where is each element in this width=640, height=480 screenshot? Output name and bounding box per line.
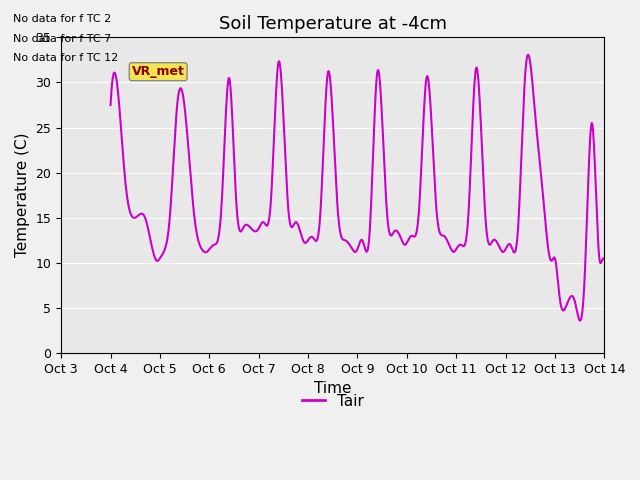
Text: VR_met: VR_met [132, 65, 184, 78]
Text: No data for f TC 7: No data for f TC 7 [13, 34, 111, 44]
Legend: Tair: Tair [296, 387, 370, 415]
Text: No data for f TC 12: No data for f TC 12 [13, 53, 118, 63]
Title: Soil Temperature at -4cm: Soil Temperature at -4cm [219, 15, 447, 33]
Y-axis label: Temperature (C): Temperature (C) [15, 133, 30, 257]
X-axis label: Time: Time [314, 381, 351, 396]
Text: No data for f TC 2: No data for f TC 2 [13, 14, 111, 24]
